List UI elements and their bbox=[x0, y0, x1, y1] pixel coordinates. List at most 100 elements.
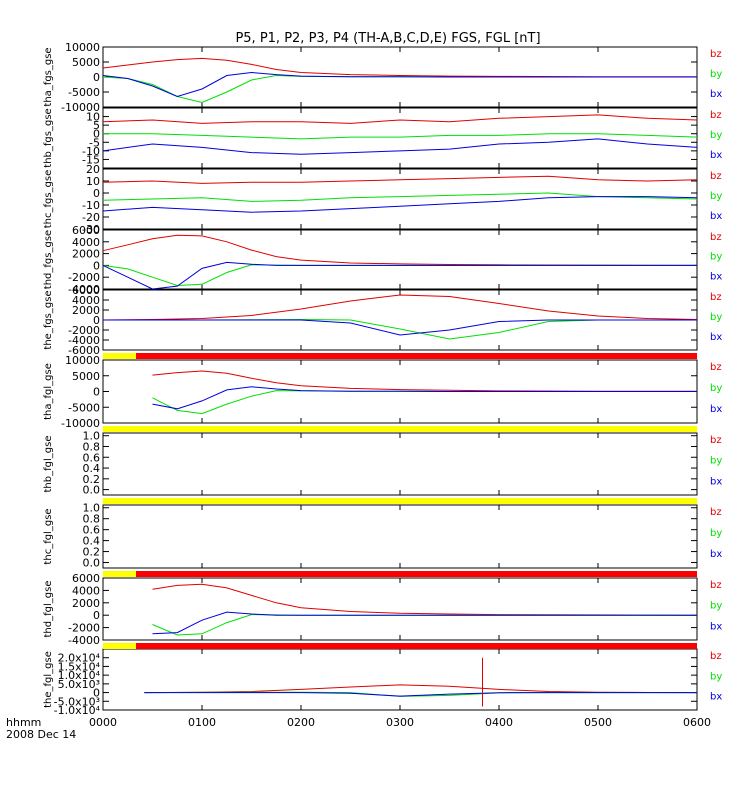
panel-ylabel: thb_fgs_gse bbox=[43, 108, 54, 167]
series-line-bz bbox=[102, 57, 698, 78]
panel-ylabel: tha_fgs_gse bbox=[43, 47, 54, 106]
y-tick-label: 5.0x10³ bbox=[58, 678, 100, 691]
y-tick-label: -4000 bbox=[68, 283, 100, 296]
y-tick-label: -2000 bbox=[68, 324, 100, 337]
series-line-by bbox=[152, 390, 697, 415]
series-label-bz: bz bbox=[710, 232, 722, 243]
y-tick-label: 0 bbox=[93, 386, 100, 399]
panel-ylabel: thd_fgl_gse bbox=[43, 581, 54, 638]
status-bar-yellow bbox=[103, 498, 697, 504]
x-tick-label: 0200 bbox=[287, 716, 315, 729]
series-label-by: by bbox=[710, 191, 722, 202]
y-tick-label: -30 bbox=[82, 223, 100, 236]
y-tick-label: 5 bbox=[93, 119, 100, 132]
status-bar-red bbox=[136, 353, 697, 359]
series-label-bz: bz bbox=[710, 507, 722, 518]
chart-title: P5, P1, P2, P3, P4 (TH-A,B,C,D,E) FGS, F… bbox=[235, 31, 540, 46]
series-line-bx bbox=[103, 319, 697, 336]
panel-ylabel: thc_fgl_gse bbox=[43, 508, 54, 564]
series-line-by bbox=[102, 192, 698, 202]
y-tick-label: 2000 bbox=[72, 304, 100, 317]
y-tick-label: 5000 bbox=[72, 370, 100, 383]
y-tick-label: -5.0x10³ bbox=[54, 695, 100, 708]
y-tick-label: -5000 bbox=[68, 401, 100, 414]
series-label-by: by bbox=[710, 69, 722, 80]
y-tick-label: -4000 bbox=[68, 634, 100, 647]
y-tick-label: -2000 bbox=[68, 622, 100, 635]
panel-frame bbox=[102, 107, 698, 169]
series-label-by: by bbox=[710, 671, 722, 682]
series-line-bz bbox=[152, 583, 698, 616]
panel-tha_fgs_gse: 10000 5000 0 -5000 -10000 tha_fgs_gse bz by bx bbox=[43, 41, 722, 114]
panel-ylabel: thc_fgs_gse bbox=[43, 170, 54, 229]
series-label-bx: bx bbox=[710, 404, 722, 415]
y-tick-label: 0.4 bbox=[83, 462, 101, 475]
x-corner-label: hhmm bbox=[6, 716, 41, 729]
y-tick-label: 0 bbox=[93, 609, 100, 622]
y-tick-label: -5 bbox=[89, 136, 100, 149]
series-line-by bbox=[103, 318, 697, 340]
series-line-by bbox=[102, 74, 697, 104]
y-tick-label: 4000 bbox=[72, 294, 100, 307]
series-label-bz: bz bbox=[710, 110, 722, 121]
x-tick-label: 0300 bbox=[386, 716, 414, 729]
series-line-bx bbox=[152, 611, 697, 635]
y-tick-label: 4000 bbox=[72, 584, 100, 597]
series-label-bz: bz bbox=[710, 651, 722, 662]
panel-ylabel: tha_fgl_gse bbox=[43, 363, 54, 420]
x-tick-label: 0100 bbox=[188, 716, 216, 729]
series-line-by bbox=[152, 614, 697, 636]
status-bar-red bbox=[136, 643, 697, 649]
y-tick-label: -10 bbox=[82, 199, 100, 212]
y-tick-label: 1.0 bbox=[83, 502, 101, 515]
series-line-bx bbox=[144, 692, 697, 697]
series-line-bz bbox=[102, 234, 698, 266]
y-tick-label: 20 bbox=[86, 163, 100, 176]
y-tick-label: 0 bbox=[93, 128, 100, 141]
y-tick-label: -5000 bbox=[68, 86, 100, 99]
y-tick-label: 0 bbox=[93, 259, 100, 272]
y-tick-label: 0.2 bbox=[83, 473, 101, 486]
y-tick-label: 1.0 bbox=[83, 430, 101, 443]
series-line-bz bbox=[102, 294, 698, 321]
panel-ylabel: the_fgs_gse bbox=[43, 290, 54, 349]
series-label-by: by bbox=[710, 456, 722, 467]
status-bar-yellow bbox=[103, 426, 697, 432]
y-tick-label: 6000 bbox=[72, 284, 100, 297]
y-tick-label: 0.8 bbox=[83, 513, 101, 526]
panel-tha_fgl_gse: 10000 5000 0 -5000 -10000 tha_fgl_gse bz by bx bbox=[43, 354, 722, 430]
y-tick-label: 0 bbox=[93, 71, 100, 84]
series-line-by bbox=[103, 133, 698, 140]
y-tick-label: 1.0x10⁴ bbox=[58, 669, 101, 682]
status-bar-yellow bbox=[103, 571, 136, 577]
series-label-bx: bx bbox=[710, 621, 722, 632]
panel-ylabel: the_fgl_gse bbox=[43, 651, 54, 708]
series-label-by: by bbox=[710, 252, 722, 263]
y-tick-label: -6000 bbox=[68, 344, 100, 357]
series-label-bz: bz bbox=[710, 171, 722, 182]
panel-frame bbox=[102, 432, 698, 496]
series-label-bx: bx bbox=[710, 211, 722, 222]
panel-ylabel: thb_fgl_gse bbox=[43, 436, 54, 493]
series-label-bx: bx bbox=[710, 89, 722, 100]
series-line-bz bbox=[152, 370, 698, 392]
panel-thb_fgl_gse: 1.00.80.60.40.20.0 thb_fgl_gse bz by bx bbox=[43, 430, 722, 497]
y-tick-label: -2000 bbox=[68, 271, 100, 284]
series-label-bx: bx bbox=[710, 150, 722, 161]
x-tick-label: 0000 bbox=[89, 716, 117, 729]
x-tick-label: 0400 bbox=[485, 716, 513, 729]
status-bar-yellow bbox=[103, 643, 136, 649]
series-line-bx bbox=[102, 71, 697, 98]
y-tick-label: 0.0 bbox=[83, 484, 101, 497]
series-line-bz bbox=[102, 175, 698, 184]
y-tick-label: 5000 bbox=[72, 56, 100, 69]
x-tick-label: 0600 bbox=[683, 716, 711, 729]
series-line-bx bbox=[152, 386, 697, 410]
series-label-bx: bx bbox=[710, 549, 722, 560]
y-tick-label: -20 bbox=[82, 211, 100, 224]
y-tick-label: 4000 bbox=[72, 236, 100, 249]
